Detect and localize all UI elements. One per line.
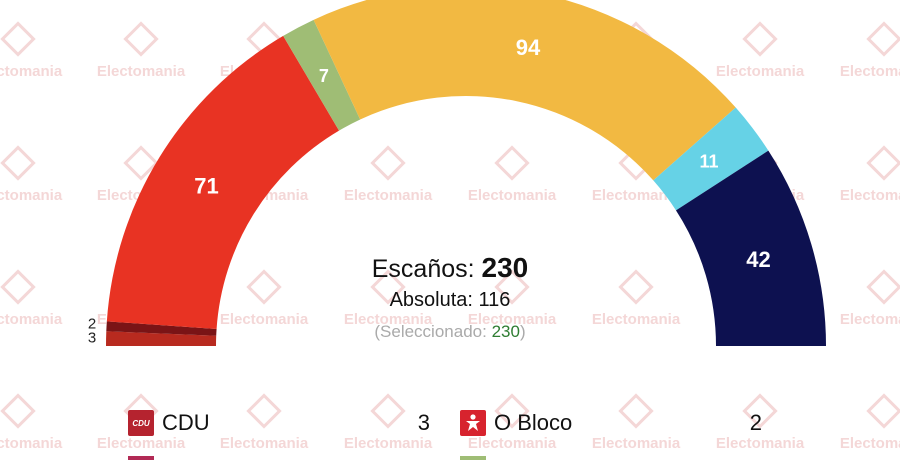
segment-label: 42	[746, 247, 770, 272]
majority-line: Absoluta: 116	[389, 289, 511, 311]
legend-count-bloco: 2	[749, 410, 762, 435]
selected-value: 230	[491, 322, 520, 341]
segment-label: 71	[194, 173, 218, 198]
bloco-star-icon	[460, 410, 486, 436]
seat-segment	[106, 35, 340, 329]
legend-strip-next-1	[128, 456, 154, 460]
seats-total-line: Escaños: 230	[300, 252, 600, 284]
legend-name-cdu: CDU	[162, 410, 210, 435]
segment-label-small: 3	[88, 330, 96, 347]
seats-total: 230	[481, 252, 529, 283]
cdu-logo-icon: CDU	[128, 410, 154, 436]
segment-label: 7	[319, 66, 329, 86]
legend-item-bloco[interactable]: O Bloco	[460, 408, 572, 438]
legend-strip-next-2	[460, 456, 486, 460]
legend-name-bloco: O Bloco	[494, 410, 573, 435]
seat-segment	[675, 150, 826, 346]
legend-item-cdu[interactable]: CDU CDU	[128, 408, 210, 438]
segment-label-small: 2	[88, 316, 96, 333]
seats-label: Escaños:	[371, 255, 475, 283]
selected-suffix: )	[519, 322, 526, 341]
selected-prefix: (Seleccionado:	[374, 322, 492, 341]
seat-segment	[313, 0, 736, 181]
seat-segment	[106, 331, 217, 346]
seat-segment	[653, 107, 769, 211]
seat-segment	[106, 321, 217, 336]
seat-segment	[283, 19, 361, 131]
segment-label: 11	[700, 152, 719, 172]
selected-line: (Seleccionado: 230)	[300, 322, 600, 342]
segment-label: 94	[516, 35, 541, 60]
legend-count-cdu: 3	[417, 410, 430, 435]
